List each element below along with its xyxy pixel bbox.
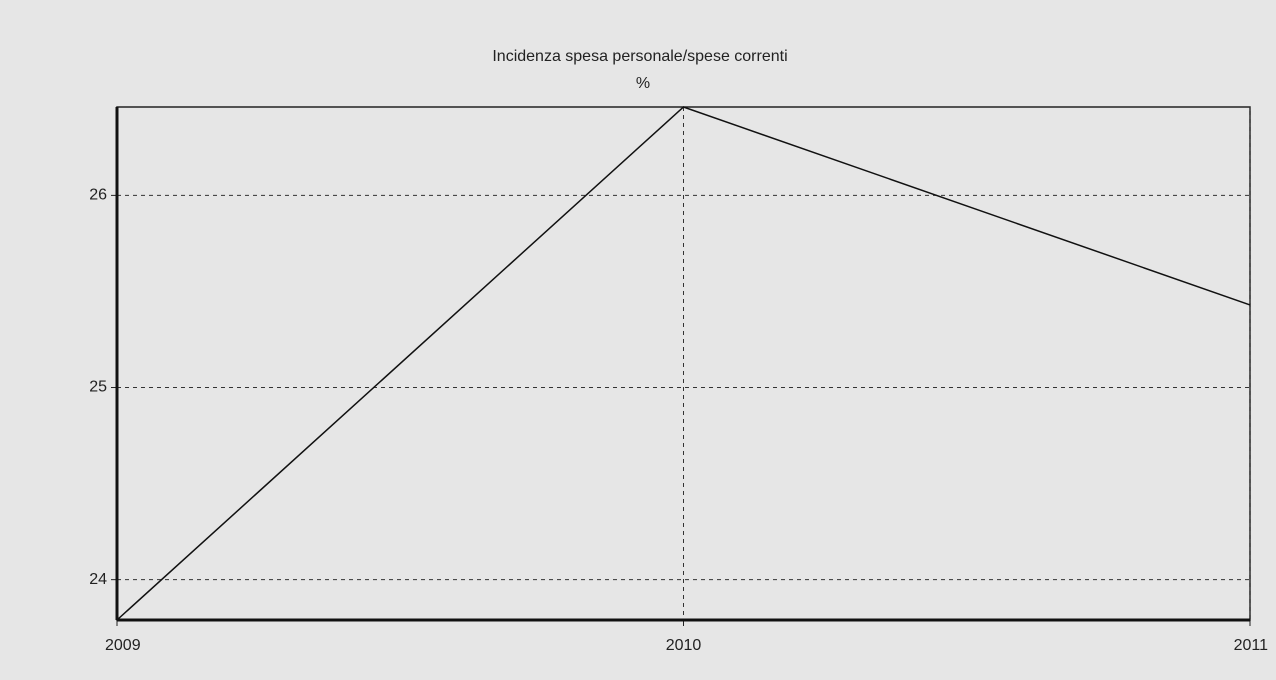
chart-title: Incidenza spesa personale/spese correnti [492,48,787,65]
y-tick-label: 24 [89,571,107,588]
y-tick-label: 26 [89,187,107,204]
y-tick-label: 25 [89,379,107,396]
chart-subtitle: % [636,75,650,92]
x-tick-label: 2011 [1234,637,1269,654]
x-tick-label: 2009 [105,637,141,654]
data-line [116,106,1251,621]
x-tick-label: 2010 [666,637,702,654]
